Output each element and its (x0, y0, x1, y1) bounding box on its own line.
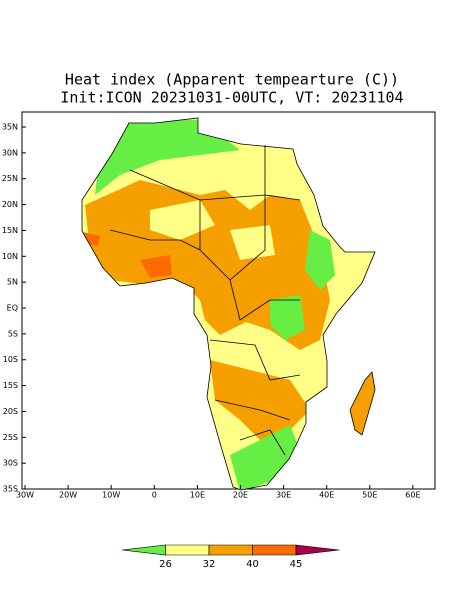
lat-label: 30N (2, 148, 18, 157)
field-patch (305, 230, 335, 290)
lon-label: 60E (405, 491, 420, 500)
colorbar-tick-label: 26 (159, 559, 172, 570)
lat-label: 35S (3, 485, 18, 494)
lat-label: 5S (8, 329, 18, 338)
country-borders (109, 145, 301, 456)
lon-label: 20W (59, 491, 77, 500)
colorbar-swatch (165, 544, 210, 556)
field-patch (210, 360, 310, 440)
lon-label: 10E (190, 491, 205, 500)
lon-label: 40E (319, 491, 334, 500)
lat-label: 25S (3, 433, 18, 442)
colorbar-tick-label: 45 (290, 559, 303, 570)
lon-label: 20E (233, 491, 248, 500)
lat-label: 10N (2, 252, 18, 261)
colorbar-tick-label: 40 (246, 559, 259, 570)
colorbar: 26 32 40 45 (121, 544, 340, 570)
field-patch (150, 200, 215, 240)
field-patch (85, 180, 330, 350)
lat-label: EQ (7, 304, 18, 313)
coastline (81, 117, 376, 491)
field-patch (200, 290, 250, 335)
lon-label: 0 (152, 491, 157, 500)
field-patch (140, 255, 172, 278)
field-patch (230, 425, 300, 490)
colorbar-swatch (295, 544, 340, 556)
colorbar-swatch (252, 544, 297, 556)
field-patch (95, 118, 240, 195)
colorbar-tick-label: 32 (203, 559, 216, 570)
madagascar (349, 371, 376, 436)
subtitle: Init:ICON 20231031-00UTC, VT: 20231104 (60, 89, 403, 107)
lat-label: 15N (2, 226, 18, 235)
lat-label: 20S (3, 407, 18, 416)
lat-label: 15S (3, 381, 18, 390)
lon-label: 30E (276, 491, 291, 500)
lat-label: 20N (2, 200, 18, 209)
lon-label: 10W (102, 491, 120, 500)
lat-label: 25N (2, 174, 18, 183)
lat-label: 10S (3, 355, 18, 364)
lon-label: 30W (16, 491, 34, 500)
lat-label: 35N (2, 123, 18, 132)
lat-label: 30S (3, 459, 18, 468)
lat-label: 5N (7, 278, 18, 287)
lon-label: 50E (362, 491, 377, 500)
field-patch (270, 295, 305, 340)
colorbar-swatch (121, 544, 166, 556)
colorbar-swatch (208, 544, 253, 556)
title: Heat index (Apparent tempearture (C)) (65, 71, 399, 89)
